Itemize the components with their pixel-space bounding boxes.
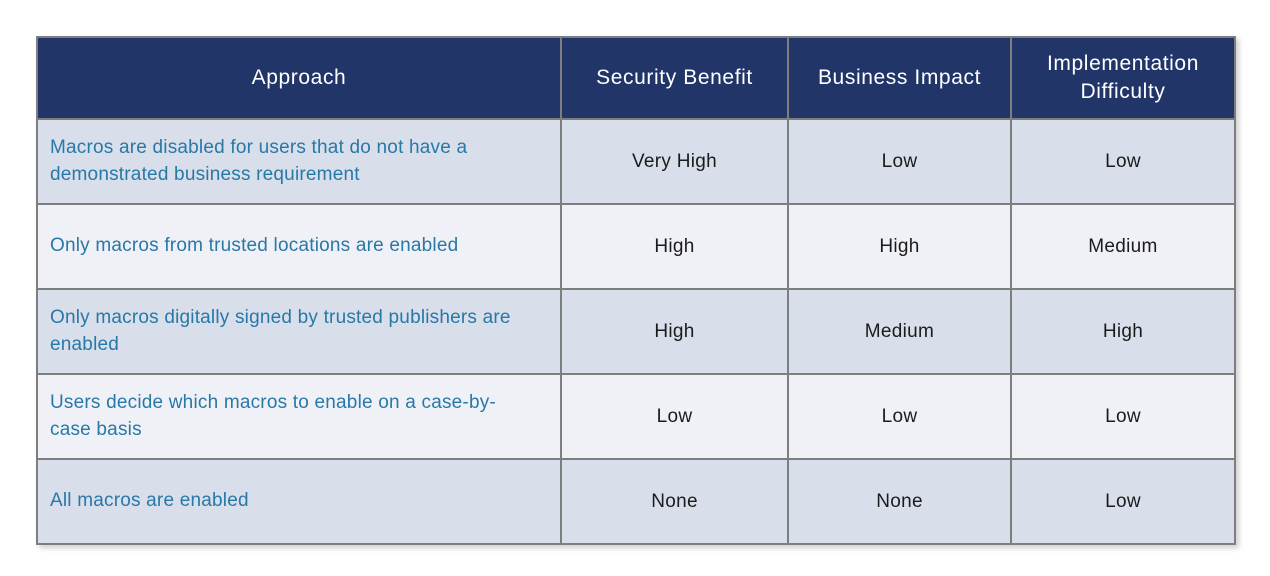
header-row: Approach Security Benefit Business Impac… (36, 36, 1236, 120)
business-impact-cell: None (787, 458, 1012, 545)
table-row: Users decide which macros to enable on a… (36, 373, 1236, 460)
implementation-difficulty-cell: Low (1010, 373, 1236, 460)
security-benefit-cell: High (560, 203, 789, 290)
implementation-difficulty-cell: High (1010, 288, 1236, 375)
table-row: Only macros digitally signed by trusted … (36, 288, 1236, 375)
table-row: Macros are disabled for users that do no… (36, 118, 1236, 205)
column-header-security-benefit: Security Benefit (560, 36, 789, 120)
macro-security-table: Approach Security Benefit Business Impac… (36, 36, 1236, 545)
table-row: All macros are enabled None None Low (36, 458, 1236, 545)
table-row: Only macros from trusted locations are e… (36, 203, 1236, 290)
security-benefit-cell: None (560, 458, 789, 545)
macro-security-table-container: Approach Security Benefit Business Impac… (36, 36, 1236, 545)
implementation-difficulty-cell: Low (1010, 458, 1236, 545)
implementation-difficulty-cell: Medium (1010, 203, 1236, 290)
column-header-implementation-difficulty: Implementation Difficulty (1010, 36, 1236, 120)
column-header-business-impact: Business Impact (787, 36, 1012, 120)
approach-cell: Macros are disabled for users that do no… (36, 118, 562, 205)
business-impact-cell: Low (787, 373, 1012, 460)
implementation-difficulty-cell: Low (1010, 118, 1236, 205)
approach-cell: Only macros digitally signed by trusted … (36, 288, 562, 375)
business-impact-cell: Medium (787, 288, 1012, 375)
business-impact-cell: High (787, 203, 1012, 290)
approach-cell: Only macros from trusted locations are e… (36, 203, 562, 290)
approach-cell: Users decide which macros to enable on a… (36, 373, 562, 460)
security-benefit-cell: Low (560, 373, 789, 460)
business-impact-cell: Low (787, 118, 1012, 205)
approach-cell: All macros are enabled (36, 458, 562, 545)
column-header-approach: Approach (36, 36, 562, 120)
security-benefit-cell: Very High (560, 118, 789, 205)
security-benefit-cell: High (560, 288, 789, 375)
